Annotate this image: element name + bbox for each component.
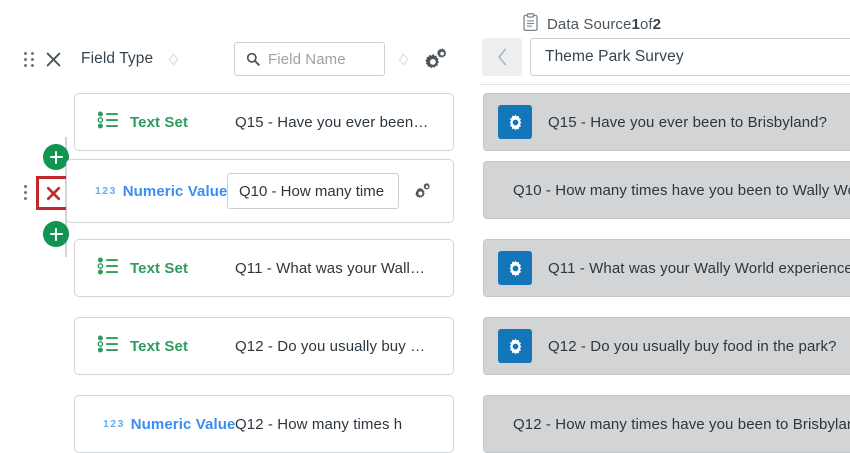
data-source-total: 2 xyxy=(652,15,662,33)
field-type-cell: Text Set xyxy=(75,110,235,135)
data-source-panel: Data Source 1 of 2 Theme Park Survey Q15 xyxy=(480,0,850,453)
data-source-field-list: Q15 - Have you ever been to Brisbyland? … xyxy=(480,93,850,453)
remove-field-button[interactable] xyxy=(43,183,63,203)
field-card-row[interactable]: 123 Numeric Value Q12 - How many times h xyxy=(74,395,454,453)
row-gear-icon[interactable] xyxy=(498,251,532,285)
data-source-row-label: Q12 - Do you usually buy food in the par… xyxy=(548,337,837,355)
field-card-list: Text Set Q15 - Have you ever been… 123 N… xyxy=(0,93,480,453)
numeric-123-icon: 123 xyxy=(95,185,117,197)
field-name-label: Q11 - What was your Wall… xyxy=(235,259,426,277)
text-set-icon xyxy=(97,256,123,281)
field-type-cell: 123 Numeric Value xyxy=(67,183,227,200)
add-field-below-button[interactable] xyxy=(43,221,69,247)
data-source-prefix: Data Source xyxy=(547,15,632,33)
sort-diamond-icon[interactable] xyxy=(167,52,180,67)
field-type-label: Text Set xyxy=(130,259,189,277)
data-source-name-input[interactable]: Theme Park Survey xyxy=(530,38,850,76)
data-source-row[interactable]: Q10 - How many times have you been to Wa… xyxy=(483,161,850,219)
data-source-row-label: Q15 - Have you ever been to Brisbyland? xyxy=(548,113,828,131)
field-type-label: Numeric Value xyxy=(122,182,228,200)
field-card-row[interactable]: Text Set Q15 - Have you ever been… xyxy=(74,93,454,151)
data-source-current: 1 xyxy=(631,15,640,33)
row-gear-icon[interactable] xyxy=(498,105,532,139)
text-set-icon xyxy=(97,334,123,359)
row-drag-dots-icon[interactable] xyxy=(24,185,28,200)
data-source-row[interactable]: Q15 - Have you ever been to Brisbyland? xyxy=(483,93,850,151)
data-source-middle: of xyxy=(639,15,653,33)
double-gear-icon[interactable] xyxy=(423,46,449,72)
add-field-above-button[interactable] xyxy=(43,144,69,170)
field-name-label: Q12 - Do you usually buy … xyxy=(235,337,426,355)
sort-diamond-icon-2[interactable] xyxy=(397,52,410,67)
field-type-label: Text Set xyxy=(130,113,189,131)
row-gear-icon[interactable] xyxy=(413,182,432,201)
field-name-input[interactable]: Q10 - How many time xyxy=(227,173,399,209)
search-icon xyxy=(246,52,260,66)
data-source-row-label: Q11 - What was your Wally World experien… xyxy=(548,259,850,277)
data-source-row-label: Q12 - How many times have you been to Br… xyxy=(513,415,850,433)
row-gear-icon[interactable] xyxy=(498,329,532,363)
field-type-cell: Text Set xyxy=(75,334,235,359)
data-source-row-label: Q10 - How many times have you been to Wa… xyxy=(513,181,850,199)
panel-divider xyxy=(480,84,850,85)
search-input[interactable]: Field Name xyxy=(234,42,385,76)
text-set-icon xyxy=(97,110,123,135)
previous-data-source-button[interactable] xyxy=(482,38,522,76)
field-card-row-active[interactable]: 123 Numeric Value Q10 - How many time xyxy=(66,159,454,223)
field-name-label: Q15 - Have you ever been… xyxy=(235,113,429,131)
field-name-label: Q12 - How many times h xyxy=(235,415,403,433)
field-type-label: Text Set xyxy=(130,337,189,355)
drag-dots-icon[interactable] xyxy=(24,52,34,67)
data-source-row[interactable]: Q12 - Do you usually buy food in the par… xyxy=(483,317,850,375)
field-list-panel: Field Type Field Name xyxy=(0,42,480,453)
field-type-label: Numeric Value xyxy=(130,415,236,433)
data-source-row[interactable]: Q11 - What was your Wally World experien… xyxy=(483,239,850,297)
numeric-123-icon: 123 xyxy=(103,418,125,430)
data-source-label: Data Source 1 of 2 xyxy=(523,13,662,35)
field-card-row[interactable]: Text Set Q11 - What was your Wall… xyxy=(74,239,454,297)
field-card-row[interactable]: Text Set Q12 - Do you usually buy … xyxy=(74,317,454,375)
field-type-cell: 123 Numeric Value xyxy=(75,416,235,433)
clipboard-icon xyxy=(523,13,538,35)
close-x-icon[interactable] xyxy=(42,48,64,70)
column-header-field-type: Field Type xyxy=(81,50,154,67)
data-source-row[interactable]: Q12 - How many times have you been to Br… xyxy=(483,395,850,453)
field-type-cell: Text Set xyxy=(75,256,235,281)
search-placeholder: Field Name xyxy=(268,50,346,68)
